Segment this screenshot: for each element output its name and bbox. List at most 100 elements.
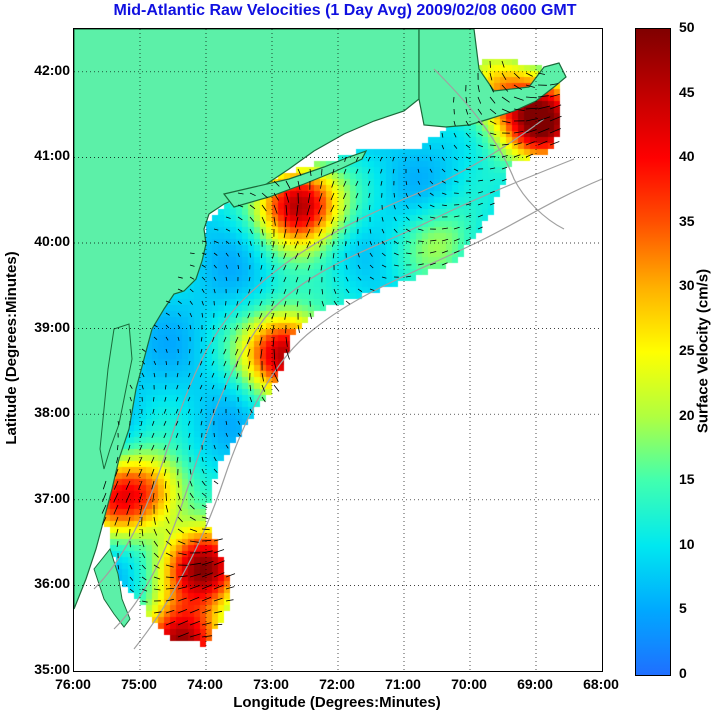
velocity-arrow [429, 192, 434, 196]
velocity-arrow [188, 432, 191, 438]
velocity-arrow [333, 276, 336, 283]
velocity-arrow [381, 228, 385, 234]
land-delmarva [99, 323, 133, 470]
velocity-arrow [489, 96, 496, 104]
velocity-arrow [102, 516, 107, 525]
velocity-arrow [223, 360, 227, 367]
velocity-arrow [285, 192, 290, 203]
latitude-tick-label: 37:00 [34, 489, 70, 506]
velocity-arrow [151, 480, 155, 490]
velocity-arrow [141, 372, 145, 378]
velocity-arrow [381, 216, 384, 222]
velocity-arrow [393, 252, 399, 256]
longitude-tick-label: 70:00 [451, 676, 487, 692]
velocity-arrow [177, 300, 182, 305]
velocity-arrow [201, 561, 214, 566]
velocity-arrow [163, 432, 167, 439]
velocity-arrow [405, 156, 407, 162]
velocity-arrow [127, 516, 131, 526]
velocity-arrow [294, 228, 299, 239]
velocity-arrow [201, 492, 207, 497]
velocity-arrow [283, 276, 287, 283]
velocity-arrow [537, 72, 545, 75]
velocity-arrow [297, 180, 301, 190]
velocity-arrow [405, 252, 412, 255]
velocity-arrow [393, 216, 397, 222]
velocity-arrow [189, 468, 192, 475]
velocity-arrow [345, 276, 349, 282]
velocity-arrow [223, 324, 227, 331]
velocity-arrow [200, 336, 203, 342]
velocity-arrow [189, 540, 199, 543]
velocity-arrow [405, 216, 410, 221]
velocity-arrow [114, 516, 119, 526]
velocity-arrow [417, 192, 421, 197]
velocity-arrow [453, 238, 460, 242]
velocity-arrow [249, 204, 256, 210]
velocity-arrow [152, 492, 155, 502]
velocity-arrow [261, 384, 266, 392]
velocity-arrow [333, 288, 337, 294]
velocity-arrow [308, 276, 311, 283]
velocity-arrow [489, 132, 497, 136]
velocity-arrow [201, 264, 206, 268]
velocity-arrow [367, 180, 371, 186]
colorbar-tick-label: 15 [679, 471, 695, 488]
velocity-arrow [271, 288, 275, 294]
velocity-arrow [199, 384, 203, 390]
velocity-arrow [345, 240, 347, 247]
velocity-arrow [465, 226, 472, 230]
velocity-arrow [330, 216, 335, 224]
velocity-arrow [225, 276, 228, 281]
velocity-arrow [306, 204, 311, 216]
velocity-arrow [153, 360, 157, 365]
latitude-tick-label: 41:00 [34, 147, 70, 164]
velocity-arrow [332, 252, 335, 259]
velocity-arrow [272, 336, 275, 347]
velocity-arrow [128, 432, 131, 438]
velocity-arrow [138, 456, 143, 464]
velocity-arrow [225, 444, 229, 449]
velocity-arrow [140, 420, 143, 426]
velocity-arrow [246, 324, 251, 332]
velocity-arrow [211, 372, 215, 378]
velocity-arrow [259, 300, 263, 306]
velocity-arrow [211, 360, 215, 366]
velocity-arrow [163, 456, 167, 464]
longitude-tick-label: 69:00 [517, 676, 553, 692]
velocity-arrow [213, 228, 219, 231]
velocity-arrow [393, 240, 399, 245]
velocity-arrow [102, 480, 107, 490]
velocity-arrow [343, 216, 347, 223]
velocity-arrow [249, 216, 255, 222]
colorbar-tick-label: 20 [679, 406, 695, 423]
velocity-arrow [141, 552, 146, 559]
velocity-arrow [317, 216, 323, 226]
velocity-arrow [117, 564, 120, 570]
velocity-arrow [465, 238, 472, 242]
velocity-arrow [453, 144, 458, 149]
velocity-arrow [153, 552, 159, 558]
velocity-arrow [201, 480, 206, 486]
velocity-arrow [212, 396, 215, 402]
velocity-arrow [283, 252, 287, 260]
velocity-arrow [201, 572, 214, 578]
velocity-arrow [199, 372, 203, 378]
velocity-arrow [513, 131, 524, 134]
velocity-arrow [165, 588, 174, 590]
velocity-arrow [285, 204, 288, 216]
velocity-arrow [319, 252, 323, 259]
velocity-arrow [189, 633, 202, 638]
colorbar [635, 28, 671, 676]
velocity-arrow [271, 276, 275, 282]
velocity-arrow [405, 228, 411, 233]
velocity-arrow [417, 240, 424, 242]
velocity-arrow [128, 444, 131, 451]
velocity-arrow [114, 468, 119, 477]
velocity-arrow [165, 621, 176, 626]
velocity-arrow [115, 528, 119, 537]
velocity-arrow [393, 264, 399, 267]
velocity-arrow [247, 300, 251, 306]
velocity-arrow [113, 480, 119, 490]
velocity-arrow [125, 480, 131, 490]
